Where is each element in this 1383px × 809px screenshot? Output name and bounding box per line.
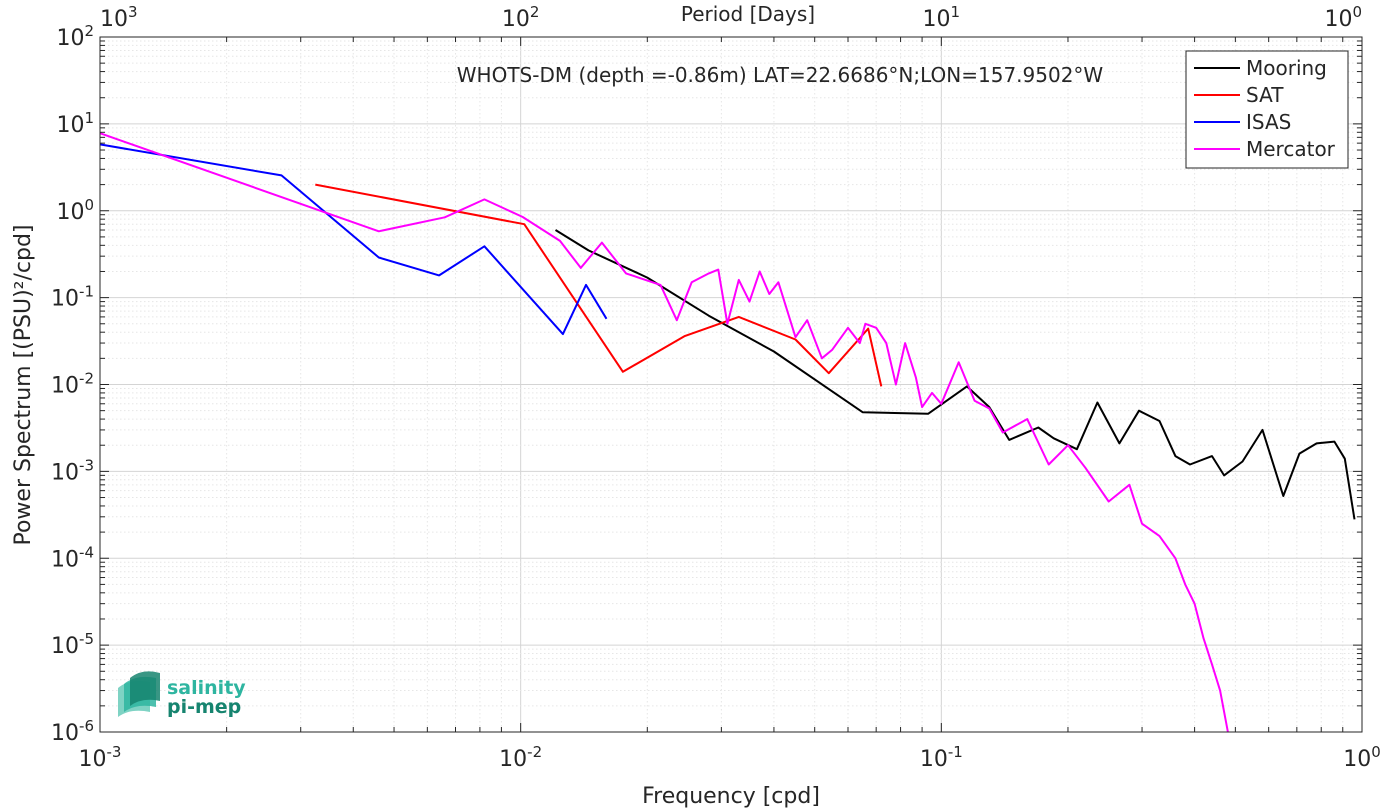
series-line-sat bbox=[315, 183, 883, 387]
y-tick-label: 10-1 bbox=[51, 283, 94, 312]
logo-text-pi-mep: pi-mep bbox=[167, 696, 241, 718]
x-axis-label: Frequency [cpd] bbox=[642, 784, 820, 809]
x2-tick-label: 100 bbox=[1324, 3, 1362, 32]
y-axis-label: Power Spectrum [(PSU)²/cpd] bbox=[11, 224, 36, 545]
y-tick-label: 10-4 bbox=[51, 543, 94, 572]
legend-label-mercator: Mercator bbox=[1246, 137, 1336, 161]
x2-tick-label: 101 bbox=[923, 3, 961, 32]
legend: Mooring SAT ISAS Mercator bbox=[1185, 50, 1349, 169]
y-tick-label: 10-5 bbox=[51, 630, 94, 659]
grid bbox=[99, 37, 1362, 733]
ticks-layer: 10-3 10-2 10-1 100 10-6 10-5 10-4 10-3 10-2 10-1 1… bbox=[51, 3, 1381, 772]
x-tick-label: 10-3 bbox=[79, 743, 122, 772]
chart-title: WHOTS-DM (depth =-0.86m) LAT=22.6686°N;L… bbox=[457, 63, 1104, 87]
y-tick-label: 10-6 bbox=[51, 717, 94, 746]
series-line-mooring bbox=[554, 229, 1356, 520]
x2-tick-label: 102 bbox=[502, 3, 540, 32]
series-layer bbox=[99, 132, 1356, 733]
top-axis-label: Period [Days] bbox=[681, 2, 815, 26]
legend-label-sat: SAT bbox=[1246, 83, 1284, 107]
y-tick-label: 10-3 bbox=[51, 456, 94, 485]
x2-tick-label: 103 bbox=[100, 3, 138, 32]
x-tick-label: 10-2 bbox=[499, 743, 542, 772]
logo-text-salinity: salinity bbox=[167, 677, 246, 699]
x-tick-label: 10-1 bbox=[920, 743, 963, 772]
series-line-mercator bbox=[99, 132, 1229, 733]
y-tick-label: 10-2 bbox=[51, 370, 94, 399]
series-line-isas bbox=[99, 143, 608, 336]
legend-label-mooring: Mooring bbox=[1246, 56, 1327, 80]
logo-mark-icon bbox=[118, 671, 160, 717]
legend-label-isas: ISAS bbox=[1246, 110, 1291, 134]
y-tick-label: 102 bbox=[56, 22, 94, 51]
y-tick-label: 100 bbox=[56, 196, 94, 225]
y-tick-label: 101 bbox=[56, 109, 94, 138]
salinity-pi-mep-logo: salinity pi-mep bbox=[118, 671, 246, 718]
x-tick-label: 100 bbox=[1343, 743, 1381, 772]
